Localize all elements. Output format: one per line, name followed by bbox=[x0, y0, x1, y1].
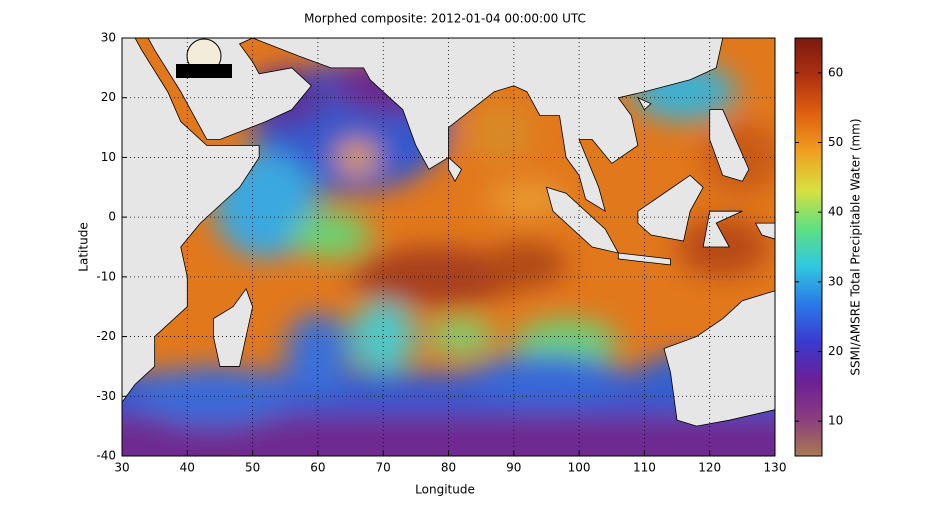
colorbar-label: SSMI/AMSRE Total Precipitable Water (mm) bbox=[849, 118, 863, 375]
x-tick-label: 90 bbox=[506, 461, 521, 475]
colorbar-tick-label: 30 bbox=[828, 274, 843, 288]
x-tick-label: 100 bbox=[568, 461, 591, 475]
y-tick-label: -20 bbox=[96, 329, 116, 343]
x-axis-label: Longitude bbox=[415, 483, 475, 497]
logo bbox=[176, 38, 232, 78]
colorbar-tick-label: 10 bbox=[828, 414, 843, 428]
y-axis-label: Latitude bbox=[77, 222, 91, 271]
x-tick-label: 110 bbox=[633, 461, 656, 475]
y-tick-label: 30 bbox=[101, 31, 116, 45]
colorbar bbox=[794, 37, 823, 457]
x-tick-label: 130 bbox=[764, 461, 787, 475]
colorbar-tick-label: 60 bbox=[828, 65, 843, 79]
x-tick-label: 60 bbox=[310, 461, 325, 475]
y-tick-label: 10 bbox=[101, 150, 116, 164]
y-tick-label: 0 bbox=[108, 210, 116, 224]
x-tick-label: 30 bbox=[114, 461, 129, 475]
y-tick-label: 20 bbox=[101, 90, 116, 104]
y-tick-label: -30 bbox=[96, 389, 116, 403]
x-tick-label: 120 bbox=[698, 461, 721, 475]
x-tick-label: 70 bbox=[376, 461, 391, 475]
x-tick-label: 80 bbox=[441, 461, 456, 475]
x-tick-label: 40 bbox=[180, 461, 195, 475]
chart-title: Morphed composite: 2012-01-04 00:00:00 U… bbox=[304, 12, 586, 26]
colorbar-tick-label: 50 bbox=[828, 135, 843, 149]
y-tick-label: -40 bbox=[96, 449, 116, 463]
colorbar-tick-label: 40 bbox=[828, 205, 843, 219]
colorbar-tick-label: 20 bbox=[828, 344, 843, 358]
x-tick-label: 50 bbox=[245, 461, 260, 475]
y-tick-label: -10 bbox=[96, 269, 116, 283]
